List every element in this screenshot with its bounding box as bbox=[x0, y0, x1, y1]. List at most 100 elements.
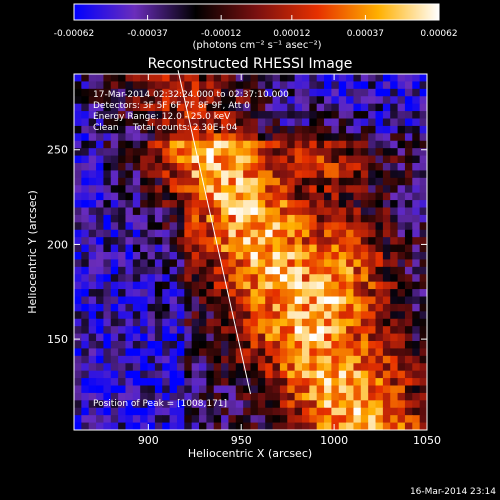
heatmap-cell bbox=[132, 363, 141, 372]
heatmap-cell bbox=[338, 266, 347, 275]
heatmap-cell bbox=[110, 378, 119, 387]
heatmap-cell bbox=[375, 133, 384, 142]
heatmap-cell bbox=[331, 74, 340, 83]
heatmap-cell bbox=[206, 296, 215, 305]
heatmap-cell bbox=[353, 81, 362, 90]
heatmap-cell bbox=[338, 333, 347, 342]
heatmap-cell bbox=[213, 200, 222, 209]
heatmap-cell bbox=[404, 259, 413, 268]
solar-limb-line bbox=[177, 70, 251, 395]
heatmap-cell bbox=[235, 111, 244, 120]
heatmap-cell bbox=[74, 348, 82, 357]
heatmap-cell bbox=[221, 118, 230, 127]
heatmap-cell bbox=[184, 400, 193, 409]
heatmap-cell bbox=[375, 88, 384, 97]
heatmap-cell bbox=[235, 303, 244, 312]
heatmap-cell bbox=[250, 296, 259, 305]
heatmap-cell bbox=[301, 318, 310, 327]
heatmap-cell bbox=[279, 192, 288, 201]
heatmap-cell bbox=[368, 252, 377, 261]
heatmap-cell bbox=[221, 74, 230, 83]
heatmap-cell bbox=[235, 74, 244, 83]
heatmap-cell bbox=[140, 185, 149, 194]
heatmap-cell bbox=[162, 81, 171, 90]
heatmap-cell bbox=[191, 74, 200, 83]
heatmap-cell bbox=[375, 355, 384, 364]
heatmap-cell bbox=[96, 214, 105, 223]
heatmap-cell bbox=[96, 274, 105, 283]
heatmap-cell bbox=[169, 370, 178, 379]
heatmap-cell bbox=[243, 148, 252, 157]
heatmap-cell bbox=[360, 266, 369, 275]
heatmap-cell bbox=[382, 370, 391, 379]
heatmap-cell bbox=[213, 163, 222, 172]
heatmap-cell bbox=[206, 214, 215, 223]
heatmap-cell bbox=[125, 259, 134, 268]
heatmap-cell bbox=[235, 296, 244, 305]
heatmap-cell bbox=[110, 170, 119, 179]
heatmap-cell bbox=[176, 422, 185, 430]
heatmap-cell bbox=[118, 118, 127, 127]
heatmap-cell bbox=[176, 103, 185, 112]
heatmap-cell bbox=[324, 303, 332, 312]
heatmap-cell bbox=[250, 163, 259, 172]
heatmap-cell bbox=[81, 81, 90, 90]
heatmap-cell bbox=[191, 326, 200, 335]
heatmap-cell bbox=[250, 289, 259, 298]
heatmap-cell bbox=[110, 207, 119, 216]
heatmap-cell bbox=[272, 274, 281, 283]
chart-title: Reconstructed RHESSI Image bbox=[148, 56, 353, 72]
heatmap-cell bbox=[301, 266, 310, 275]
heatmap-cell bbox=[147, 118, 156, 127]
heatmap-cell bbox=[382, 281, 391, 290]
heatmap-cell bbox=[404, 81, 413, 90]
heatmap-cell bbox=[301, 244, 310, 253]
heatmap-cell bbox=[265, 214, 274, 223]
heatmap-cell bbox=[169, 400, 178, 409]
heatmap-cell bbox=[279, 207, 288, 216]
heatmap-cell bbox=[213, 140, 222, 149]
heatmap-cell bbox=[279, 140, 288, 149]
heatmap-cell bbox=[272, 118, 281, 127]
heatmap-cell bbox=[81, 370, 90, 379]
heatmap-cell bbox=[140, 274, 149, 283]
heatmap-cell bbox=[272, 200, 281, 209]
heatmap-cell bbox=[154, 125, 163, 134]
heatmap-cell bbox=[309, 222, 318, 231]
heatmap-cell bbox=[346, 140, 355, 149]
heatmap-cell bbox=[176, 333, 185, 342]
heatmap-cell bbox=[243, 415, 252, 424]
heatmap-cell bbox=[250, 392, 259, 401]
heatmap-cell bbox=[272, 385, 281, 394]
heatmap-cell bbox=[390, 163, 399, 172]
heatmap-cell bbox=[353, 296, 362, 305]
heatmap-cell bbox=[294, 415, 303, 424]
heatmap-cell bbox=[324, 148, 332, 157]
heatmap-cell bbox=[176, 148, 185, 157]
heatmap-cell bbox=[140, 252, 149, 261]
heatmap-cell bbox=[132, 259, 141, 268]
heatmap-cell bbox=[147, 281, 156, 290]
heatmap-cell bbox=[346, 400, 355, 409]
heatmap-cell bbox=[309, 163, 318, 172]
heatmap-cell bbox=[338, 326, 347, 335]
heatmap-cell bbox=[397, 266, 406, 275]
heatmap-cell bbox=[279, 103, 288, 112]
heatmap-cell bbox=[265, 229, 274, 238]
heatmap-cell bbox=[346, 281, 355, 290]
heatmap-cell bbox=[346, 370, 355, 379]
heatmap-cell bbox=[287, 88, 296, 97]
heatmap-cell bbox=[154, 74, 163, 83]
heatmap-cell bbox=[257, 326, 266, 335]
heatmap-cell bbox=[140, 118, 149, 127]
heatmap-cell bbox=[279, 214, 288, 223]
heatmap-cell bbox=[404, 252, 413, 261]
y-tick-label: 150 bbox=[47, 333, 68, 346]
heatmap-cell bbox=[353, 385, 362, 394]
heatmap-cell bbox=[81, 118, 90, 127]
heatmap-cell bbox=[74, 281, 82, 290]
heatmap-cell bbox=[132, 111, 141, 120]
heatmap-cell bbox=[96, 148, 105, 157]
heatmap-cell bbox=[316, 163, 325, 172]
heatmap-cell bbox=[412, 392, 421, 401]
